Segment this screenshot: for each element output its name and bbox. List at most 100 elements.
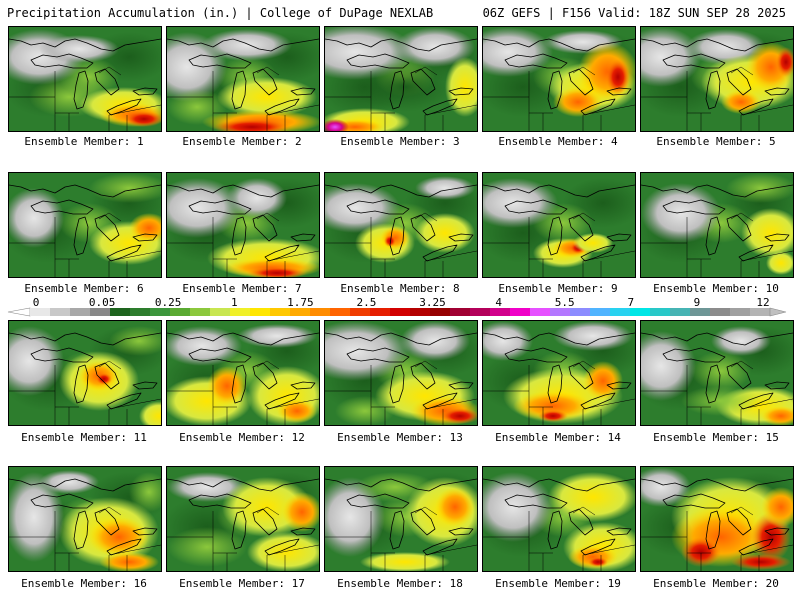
colorbar-tick-label: 3.25 [419,296,446,309]
ensemble-member-label: Ensemble Member: 2 [182,135,302,148]
ensemble-member-label: Ensemble Member: 15 [653,431,779,444]
colorbar-tick-label: 0 [32,296,40,309]
map-boundaries [641,184,793,277]
colorbar-tick-label: 12 [756,296,770,309]
precip-area [89,173,161,203]
precip-area [641,331,696,401]
ensemble-member-map [8,172,162,278]
ensemble-member-map [166,172,320,278]
precip-area [167,326,242,366]
precip-area [415,213,475,253]
precip-area [415,176,475,200]
ensemble-member-label: Ensemble Member: 1 [24,135,144,148]
ensemble-member-map [8,466,162,572]
precip-area [445,57,477,117]
colorbar-swatch [170,308,191,316]
precipitation-field [9,173,161,277]
ensemble-member-map [482,320,636,426]
map-boundaries [325,184,477,277]
map-boundaries [9,332,161,425]
precip-area [99,552,159,571]
colorbar-swatch [450,308,471,316]
colorbar-swatch [550,308,571,316]
precip-area [384,235,396,247]
colorbar-swatch [710,308,731,316]
ensemble-member-map [166,26,320,132]
colorbar-tick-label: 5.5 [554,296,575,309]
precipitation-field [641,467,793,571]
precipitation-field [325,467,477,571]
precip-area [483,27,553,77]
precip-area [606,59,630,95]
precip-area [538,410,568,422]
precipitation-field [641,27,793,131]
ensemble-member-map [324,320,478,426]
ensemble-member-map [8,320,162,426]
precip-area [227,178,287,218]
precip-area [681,386,761,416]
colorbar-swatch [150,308,171,316]
model-run-info: 06Z GEFS | F156 Valid: 18Z SUN SEP 28 20… [482,6,786,20]
map-title: Precipitation Accumulation (in.) | Colle… [7,6,434,20]
precipitation-field [483,467,635,571]
precip-area [9,326,64,396]
precip-area [731,554,791,570]
ensemble-member-map [640,466,794,572]
colorbar-tick-label: 0.05 [88,296,116,309]
precip-area [325,183,400,233]
precip-area [360,552,450,571]
precip-area [761,406,793,425]
precip-area [553,321,633,351]
map-boundaries [483,478,635,571]
colorbar-min-arrow [7,307,31,317]
colorbar-swatch [350,308,371,316]
precipitation-field [641,173,793,277]
map-boundaries [167,184,319,277]
precip-area [400,321,470,361]
colorbar-swatch [310,308,331,316]
precip-area [553,87,603,117]
precipitation-field [9,27,161,131]
map-boundaries [641,478,793,571]
colorbar-swatch [30,308,51,316]
precip-area [513,391,593,421]
precipitation-field [483,321,635,425]
ensemble-member-map [8,26,162,132]
precip-area [440,408,477,424]
precip-area [247,532,319,571]
map-boundaries [167,478,319,571]
ensemble-member-label: Ensemble Member: 20 [653,577,779,590]
precip-area [776,47,793,77]
precip-area [691,351,751,391]
colorbar-tick-label: 1.75 [287,296,314,309]
precip-area [548,472,635,522]
precip-area [39,470,99,494]
map-boundaries [325,332,477,425]
colorbar-tick-label: 0.25 [154,296,182,309]
precip-area [711,326,771,356]
precip-area [139,401,161,425]
ensemble-member-label: Ensemble Member: 9 [498,282,618,295]
colorbar-swatch [330,308,351,316]
colorbar-tick-label: 9 [693,296,701,309]
colorbar-swatch [590,308,611,316]
precip-area [167,178,242,238]
colorbar-swatch [390,308,411,316]
map-boundaries [483,38,635,131]
precip-area [167,527,247,567]
precip-area [129,213,161,243]
map-boundaries [9,38,161,131]
colorbar-swatch [730,308,751,316]
colorbar-swatch [670,308,691,316]
colorbar-tick-label: 2.5 [356,296,377,309]
precipitation-field [9,467,161,571]
map-boundaries [9,184,161,277]
colorbar-swatch [690,308,711,316]
ensemble-member-map [166,466,320,572]
ensemble-member-label: Ensemble Member: 12 [179,431,305,444]
colorbar-swatch [630,308,651,316]
precipitation-field [641,321,793,425]
map-boundaries [641,38,793,131]
precip-area [573,233,613,253]
precip-area [89,517,149,557]
